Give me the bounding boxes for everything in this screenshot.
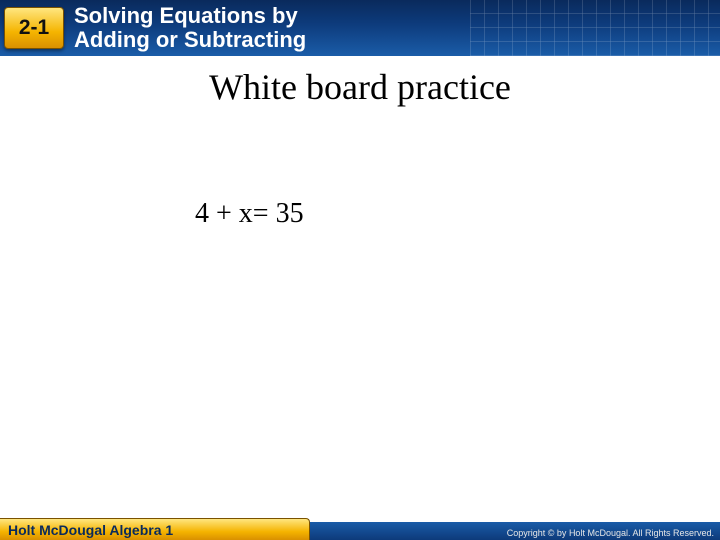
content-equation: 4 + x= 35 bbox=[195, 198, 720, 230]
chapter-badge: 2-1 bbox=[4, 7, 64, 49]
footer-book-badge: Holt McDougal Algebra 1 bbox=[0, 518, 310, 540]
footer-book-title: Holt McDougal Algebra 1 bbox=[8, 522, 173, 538]
footer-copyright: Copyright © by Holt McDougal. All Rights… bbox=[507, 528, 714, 538]
header-title-line1: Solving Equations by bbox=[74, 4, 306, 28]
slide-header: 2-1 Solving Equations by Adding or Subtr… bbox=[0, 0, 720, 56]
slide-content: White board practice 4 + x= 35 bbox=[0, 66, 720, 230]
header-grid-decoration bbox=[470, 0, 720, 56]
header-title-line2: Adding or Subtracting bbox=[74, 28, 306, 52]
chapter-number: 2-1 bbox=[19, 16, 49, 40]
header-title-block: Solving Equations by Adding or Subtracti… bbox=[74, 4, 306, 52]
content-heading: White board practice bbox=[0, 66, 720, 108]
slide-footer: Holt McDougal Algebra 1 Copyright © by H… bbox=[0, 518, 720, 540]
